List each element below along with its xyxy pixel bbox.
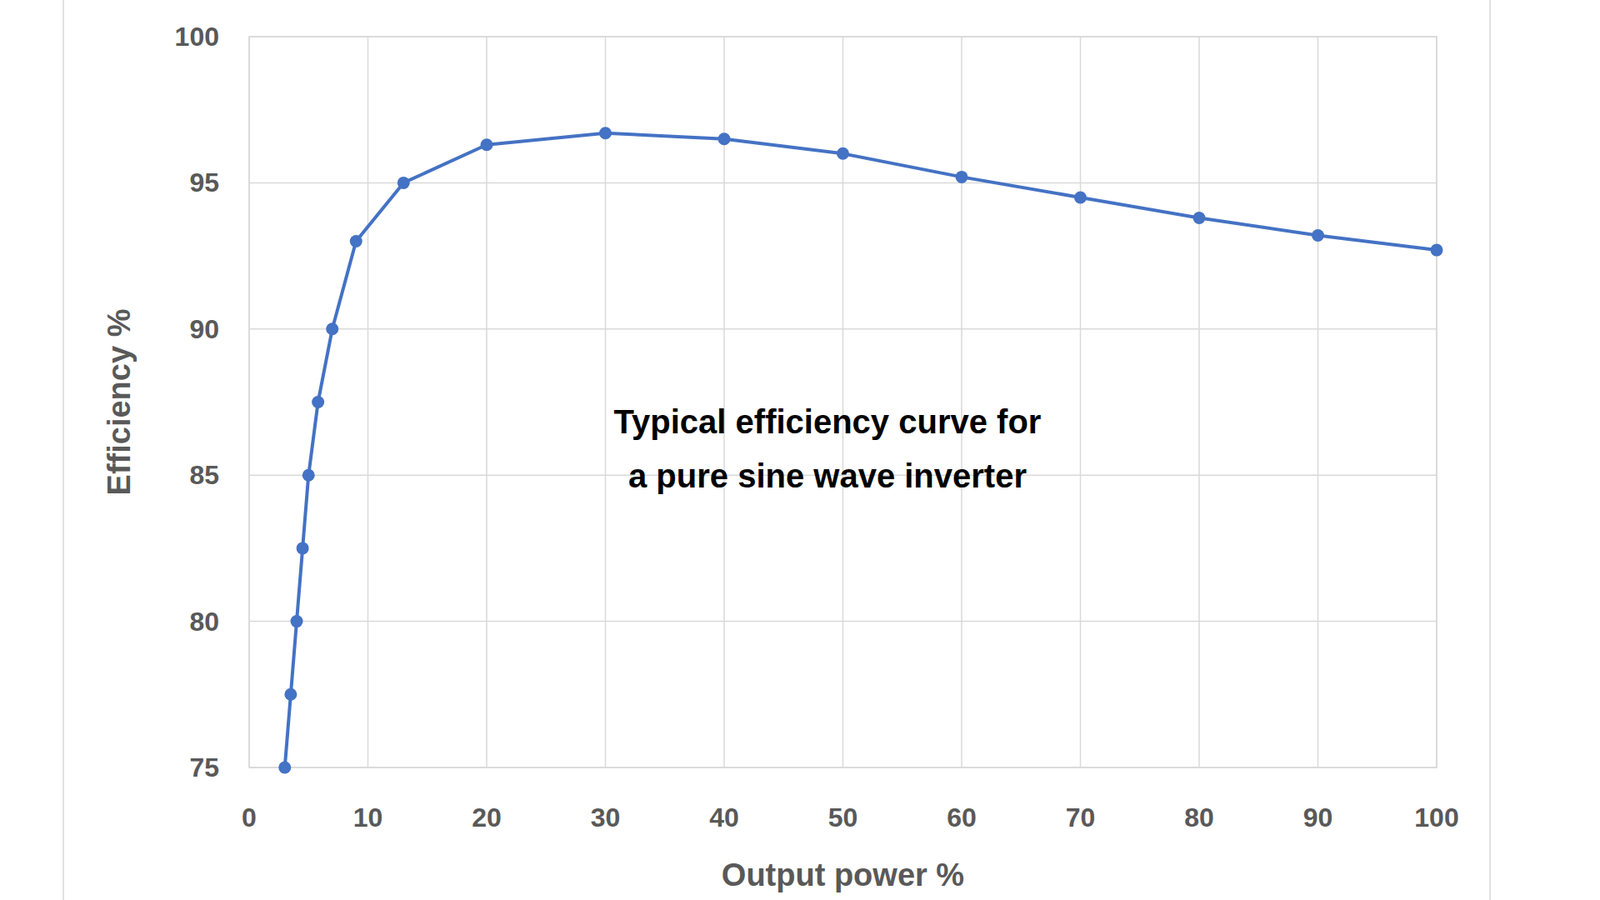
plot-frame bbox=[249, 36, 1437, 768]
data-point bbox=[350, 235, 363, 248]
x-grid-line bbox=[1080, 36, 1082, 768]
data-point bbox=[284, 688, 297, 701]
annotation: Typical efficiency curve for bbox=[614, 403, 1042, 440]
x-grid-line bbox=[605, 36, 607, 768]
y-tick-label: 75 bbox=[189, 752, 220, 783]
data-point bbox=[397, 176, 410, 190]
data-point bbox=[1193, 211, 1206, 225]
x-tick-label: 90 bbox=[1303, 802, 1334, 833]
x-grid-line bbox=[1435, 36, 1438, 768]
grid bbox=[249, 36, 1437, 768]
x-grid-line bbox=[960, 36, 963, 768]
x-grid-line bbox=[1317, 36, 1320, 768]
y-tick-label: 95 bbox=[189, 167, 220, 198]
data-point bbox=[302, 469, 315, 482]
data-point bbox=[955, 170, 969, 184]
x-axis-label: Output power % bbox=[721, 857, 965, 893]
annotation: a pure sine wave inverter bbox=[628, 457, 1027, 495]
data-point bbox=[480, 138, 494, 151]
y-tick-label: 90 bbox=[189, 314, 220, 345]
x-tick-label: 10 bbox=[353, 802, 384, 833]
x-tick-label: 20 bbox=[471, 802, 502, 833]
data-point bbox=[278, 761, 291, 775]
data-point bbox=[1311, 229, 1325, 242]
data-point bbox=[718, 132, 731, 145]
data-point bbox=[1430, 244, 1444, 257]
x-tick-label: 40 bbox=[709, 802, 740, 833]
x-tick-label: 100 bbox=[1414, 802, 1459, 833]
data-point bbox=[296, 541, 310, 555]
x-tick-label: 80 bbox=[1184, 802, 1215, 833]
y-tick-label: 100 bbox=[175, 21, 220, 52]
x-tick-label: 50 bbox=[828, 802, 859, 833]
data-point bbox=[836, 147, 850, 160]
y-tick-label: 80 bbox=[189, 606, 220, 637]
data-point bbox=[325, 322, 339, 335]
data-point bbox=[290, 615, 304, 628]
x-tick-label: 30 bbox=[590, 802, 621, 833]
data-point bbox=[599, 126, 612, 140]
x-grid-line bbox=[248, 36, 250, 768]
x-tick-label: 0 bbox=[241, 802, 257, 833]
x-grid-line bbox=[842, 36, 845, 768]
x-grid-line bbox=[367, 36, 370, 768]
chart-frame bbox=[63, 0, 1490, 900]
data-point bbox=[1074, 190, 1087, 204]
chart-canvas: 75 80 85 90 95 100 0 10 20 30 40 50 60 70 80 90 100 Outpu… bbox=[0, 0, 1600, 900]
x-tick-label: 70 bbox=[1065, 802, 1096, 833]
x-grid-line bbox=[723, 36, 725, 768]
series bbox=[278, 126, 1443, 774]
x-grid-line bbox=[1198, 36, 1200, 768]
y-tick-label: 85 bbox=[189, 460, 220, 490]
data-point bbox=[311, 395, 325, 409]
x-tick-label: 60 bbox=[946, 802, 977, 833]
y-axis-label: Efficiency % bbox=[101, 309, 137, 496]
data-line bbox=[285, 133, 1437, 768]
